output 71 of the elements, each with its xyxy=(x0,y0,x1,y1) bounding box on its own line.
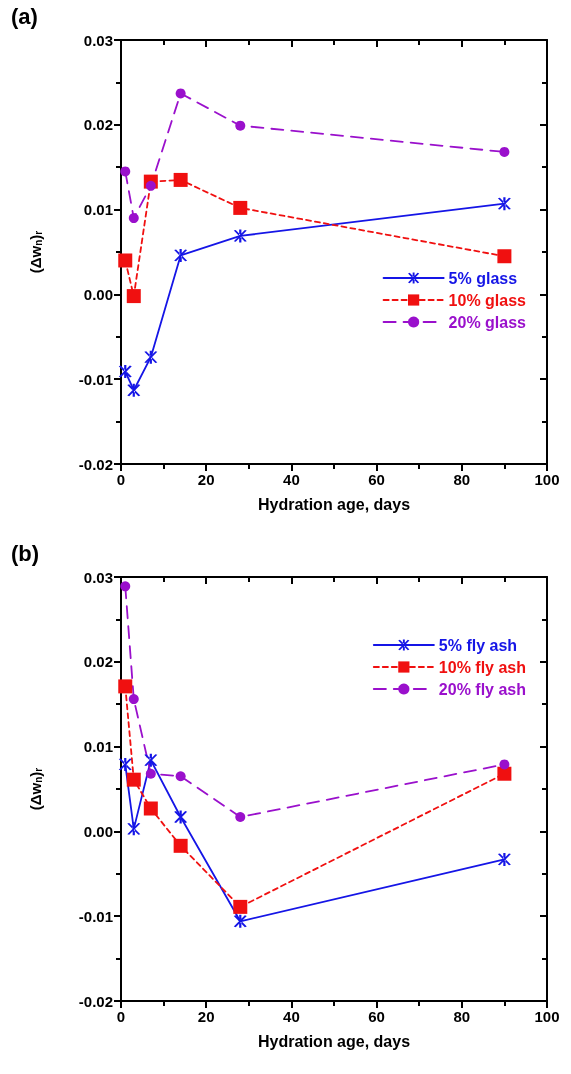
point xyxy=(128,694,139,705)
point xyxy=(235,811,246,822)
point xyxy=(233,200,248,215)
point xyxy=(127,822,141,836)
x-tick-label: 20 xyxy=(197,471,215,488)
legend-label: 5% glass xyxy=(448,269,518,287)
point xyxy=(126,772,141,787)
x-tick-label: 40 xyxy=(283,471,300,488)
y-tick-label: 0.03 xyxy=(83,31,113,49)
point xyxy=(118,679,133,694)
point xyxy=(144,753,158,767)
point xyxy=(499,146,510,157)
point xyxy=(118,365,132,379)
legend-label: 20% fly ash xyxy=(438,680,526,698)
point xyxy=(175,771,186,782)
chart-title: (b) xyxy=(11,540,40,566)
y-tick-label: -0.02 xyxy=(78,455,113,473)
y-axis-title: (Δwn)r xyxy=(27,230,44,274)
point xyxy=(118,757,132,771)
y-axis-title: (Δwn)r xyxy=(27,767,44,811)
point xyxy=(497,197,511,211)
legend-label: 5% fly ash xyxy=(438,636,518,654)
y-tick-label: -0.01 xyxy=(78,370,113,388)
x-tick-label: 100 xyxy=(534,471,560,488)
x-axis-title: Hydration age, days xyxy=(257,495,411,513)
point xyxy=(120,581,131,592)
x-tick-label: 100 xyxy=(534,1008,560,1025)
point xyxy=(233,229,247,243)
point xyxy=(233,914,247,928)
x-tick-label: 0 xyxy=(116,1008,126,1025)
x-tick-label: 0 xyxy=(116,471,126,488)
y-tick-label: 0.02 xyxy=(83,653,113,671)
point xyxy=(235,120,246,131)
point xyxy=(174,810,188,824)
y-tick-label: 0.03 xyxy=(83,568,113,586)
point xyxy=(145,768,156,779)
point xyxy=(127,383,141,397)
point xyxy=(175,88,186,99)
y-tick-label: 0.01 xyxy=(83,201,113,219)
point xyxy=(173,172,188,187)
point xyxy=(497,852,511,866)
point xyxy=(497,249,512,264)
point xyxy=(233,899,248,914)
x-axis-title: Hydration age, days xyxy=(257,1032,411,1050)
y-tick-label: 0.01 xyxy=(83,738,113,756)
legend-label: 10% fly ash xyxy=(438,658,526,676)
legend-label: 10% glass xyxy=(448,291,527,309)
y-tick-label: -0.02 xyxy=(78,992,113,1010)
y-tick-label: -0.01 xyxy=(78,907,113,925)
point xyxy=(145,180,156,191)
y-tick-label: 0.02 xyxy=(83,116,113,134)
point xyxy=(499,759,510,770)
x-tick-label: 40 xyxy=(283,1008,300,1025)
point xyxy=(144,350,158,364)
y-tick-label: 0.00 xyxy=(83,822,113,840)
legend-label: 20% glass xyxy=(448,313,527,331)
x-tick-label: 80 xyxy=(453,471,471,488)
x-tick-label: 80 xyxy=(453,1008,471,1025)
point xyxy=(118,253,133,268)
x-tick-label: 60 xyxy=(368,1008,385,1025)
point xyxy=(128,213,139,224)
point xyxy=(126,289,141,304)
y-tick-label: 0.00 xyxy=(83,285,113,303)
x-tick-label: 60 xyxy=(368,471,385,488)
point xyxy=(173,838,188,853)
x-tick-label: 20 xyxy=(197,1008,215,1025)
chart-title: (a) xyxy=(11,3,38,29)
point xyxy=(174,248,188,262)
point xyxy=(497,766,512,781)
point xyxy=(120,166,131,177)
point xyxy=(143,801,158,816)
